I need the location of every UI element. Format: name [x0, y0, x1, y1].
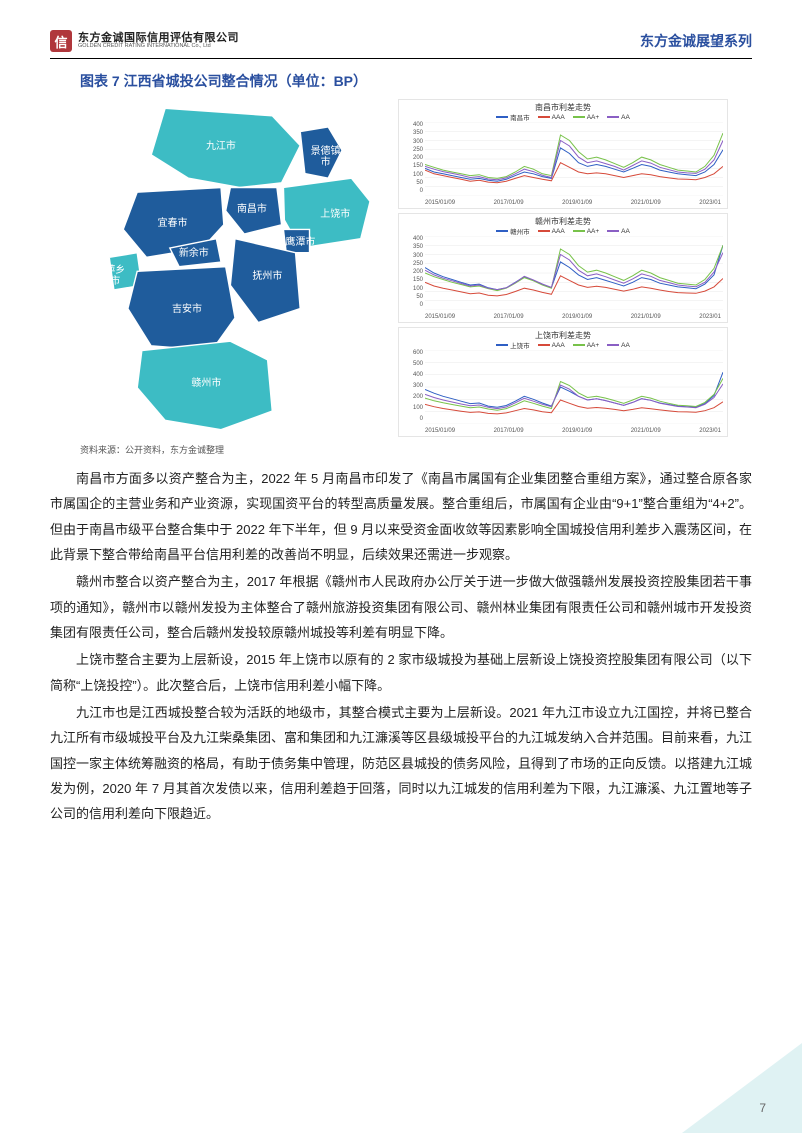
x-axis-ticks: 2015/01/092017/01/092019/01/092021/01/09… [425, 428, 721, 434]
chart-legend: 南昌市 AAA AA+ AA [399, 112, 727, 122]
page-corner-decoration [682, 1043, 802, 1133]
spread-chart-2: 上饶市利差走势上饶市AAAAA+AA6005004003002001000201… [398, 327, 728, 437]
series-line-s1 [425, 148, 723, 181]
spread-chart-1: 赣州市利差走势赣州市AAAAA+AA4003503002502001501005… [398, 213, 728, 323]
legend-item: AA [607, 226, 630, 236]
page-header: 信 东方金诚国际信用评估有限公司 GOLDEN CREDIT RATING IN… [50, 30, 752, 59]
legend-item: AAA [538, 226, 565, 236]
company-name-en: GOLDEN CREDIT RATING INTERNATIONAL Co., … [78, 44, 239, 50]
map-region-ganzhou [137, 341, 272, 429]
map-region-yingtan [283, 229, 309, 252]
spread-chart-0: 南昌市利差走势南昌市AAAAA+AA4003503002502001501005… [398, 99, 728, 209]
chart-legend: 赣州市 AAA AA+ AA [399, 226, 727, 236]
map-region-fuzhou [230, 239, 300, 323]
legend-item: AA [607, 112, 630, 122]
paragraph-2: 赣州市整合以资产整合为主，2017 年根据《赣州市人民政府办公厅关于进一步做大做… [50, 569, 752, 645]
y-axis-ticks: 6005004003002001000 [403, 350, 423, 422]
logo-mark-icon: 信 [50, 30, 72, 52]
legend-item: AAA [538, 340, 565, 350]
chart-plot-area [425, 236, 721, 308]
figure-source: 资料来源：公开资料，东方金诚整理 [80, 443, 752, 456]
chart-legend: 上饶市 AAA AA+ AA [399, 340, 727, 350]
paragraph-1: 南昌市方面多以资产整合为主，2022 年 5 月南昌市印发了《南昌市属国有企业集… [50, 466, 752, 567]
legend-item: 南昌市 [496, 112, 530, 122]
legend-item: AA+ [573, 226, 599, 236]
x-axis-ticks: 2015/01/092017/01/092019/01/092021/01/09… [425, 314, 721, 320]
legend-item: 上饶市 [496, 340, 530, 350]
map-region-nanchang [226, 187, 282, 234]
figure-title: 图表 7 江西省城投公司整合情况（单位：BP） [80, 71, 752, 91]
figure-7: 九江市景德镇市南昌市上饶市宜春市新余市鹰潭市萍乡市抚州市吉安市赣州市 南昌市利差… [80, 99, 752, 439]
map-region-jingdezhen [300, 127, 342, 178]
legend-item: AA+ [573, 112, 599, 122]
map-region-jian [128, 267, 235, 351]
legend-item: AA [607, 340, 630, 350]
company-logo: 信 东方金诚国际信用评估有限公司 GOLDEN CREDIT RATING IN… [50, 30, 239, 52]
chart-plot-area [425, 122, 721, 194]
legend-item: AA+ [573, 340, 599, 350]
series-line-s3 [425, 245, 723, 290]
body-paragraphs: 南昌市方面多以资产整合为主，2022 年 5 月南昌市印发了《南昌市属国有企业集… [50, 466, 752, 827]
paragraph-3: 上饶市整合主要为上层新设，2015 年上饶市以原有的 2 家市级城投为基础上层新… [50, 647, 752, 698]
spread-charts-column: 南昌市利差走势南昌市AAAAA+AA4003503002502001501005… [398, 99, 728, 439]
jiangxi-map: 九江市景德镇市南昌市上饶市宜春市新余市鹰潭市萍乡市抚州市吉安市赣州市 [80, 99, 390, 439]
page-number: 7 [759, 1101, 766, 1115]
paragraph-4: 九江市也是江西城投整合较为活跃的地级市，其整合模式主要为上层新设。2021 年九… [50, 700, 752, 827]
legend-item: 赣州市 [496, 226, 530, 236]
series-title: 东方金诚展望系列 [640, 31, 752, 51]
map-region-jiujiang [151, 108, 300, 187]
x-axis-ticks: 2015/01/092017/01/092019/01/092021/01/09… [425, 200, 721, 206]
chart-plot-area [425, 350, 721, 422]
y-axis-ticks: 400350300250200150100500 [403, 236, 423, 308]
legend-item: AAA [538, 112, 565, 122]
y-axis-ticks: 400350300250200150100500 [403, 122, 423, 194]
